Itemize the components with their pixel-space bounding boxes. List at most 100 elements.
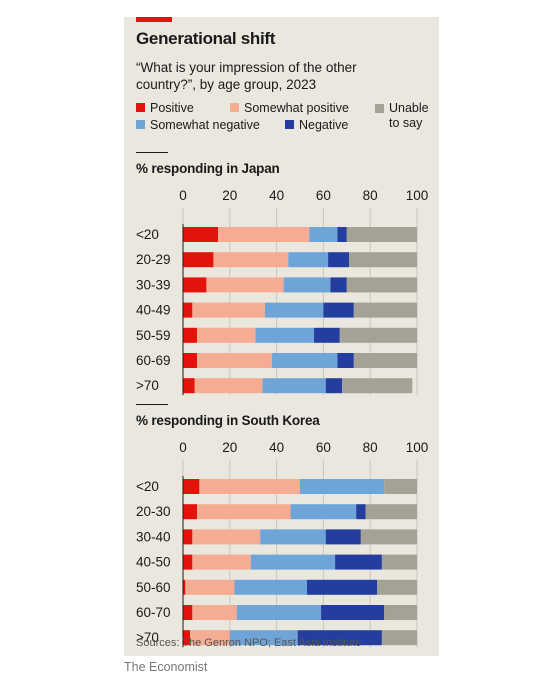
chart-south-korea: 0 20 40 60 80 100 <20 20-30 30-40 40-50 50-60 60-70…: [136, 440, 429, 648]
legend-label: Negative: [299, 118, 349, 132]
bar-segment: [290, 504, 357, 520]
chart-japan: 0 20 40 60 80 100 <20 20-29 30-39 40-49 50-59 60-69…: [136, 188, 429, 396]
bar-segment: [337, 353, 354, 368]
legend-swatch-positive: [136, 103, 145, 112]
brand-red-tag: [136, 17, 172, 22]
legend-swatch-somewhat-positive: [230, 103, 239, 112]
brand-credit: The Economist: [124, 660, 208, 674]
x-tick-label: 20: [222, 188, 237, 203]
bar-segment: [183, 252, 214, 268]
y-category-label: 60-69: [136, 353, 171, 368]
bar-segment: [218, 227, 310, 242]
source-note: Sources: The Genron NPO; East Asia Insti…: [136, 637, 362, 649]
legend-label: Positive: [150, 101, 194, 115]
bar-segment: [264, 302, 324, 318]
x-tick-label: 40: [269, 440, 284, 455]
bar-segment: [377, 579, 417, 595]
y-category-label: >70: [136, 378, 159, 393]
legend-swatch-somewhat-negative: [136, 120, 145, 129]
bar-segment: [307, 579, 378, 595]
bar-segment: [325, 378, 343, 394]
bar-segment: [309, 227, 338, 242]
bar-segment: [330, 277, 347, 293]
chart-card: Generational shift “What is your impress…: [124, 17, 439, 656]
bar-segment: [206, 277, 284, 293]
bar-segment: [183, 554, 193, 570]
panel-title-south-korea: % responding in South Korea: [136, 413, 320, 428]
y-category-label: <20: [136, 479, 159, 494]
bar-segment: [353, 302, 417, 318]
y-category-label: 50-60: [136, 580, 171, 595]
bar-segment: [337, 227, 347, 242]
bar-segment: [255, 327, 315, 343]
bar-segment: [346, 277, 417, 293]
bar-segment: [183, 579, 186, 595]
y-category-label: 30-39: [136, 277, 171, 292]
bar-segment: [183, 227, 219, 242]
bar-segment: [229, 630, 298, 646]
chart-subtitle: “What is your impression of the other co…: [136, 60, 357, 92]
bar-segment: [183, 327, 198, 343]
legend-item-negative: Negative: [285, 118, 348, 133]
bar-segment: [185, 579, 235, 595]
legend-label: Somewhat positive: [244, 101, 349, 115]
panel-title-japan: % responding in Japan: [136, 161, 280, 176]
legend-label: Somewhat negative: [150, 118, 260, 132]
bar-segment: [349, 252, 417, 268]
bar-segment: [234, 579, 308, 595]
bar-segment: [297, 630, 382, 646]
legend-item-somewhat-positive: Somewhat positive: [230, 101, 349, 116]
panel-rule-japan: [136, 152, 168, 153]
bar-segment: [183, 504, 198, 520]
y-category-label: 30-40: [136, 529, 171, 544]
legend-label: Unable to say: [389, 101, 429, 130]
y-category-label: 20-30: [136, 504, 171, 519]
x-tick-label: 100: [406, 188, 429, 203]
bar-segment: [346, 227, 417, 242]
bar-segment: [381, 630, 417, 646]
x-tick-label: 0: [179, 440, 187, 455]
y-category-label: 20-29: [136, 252, 171, 267]
bar-segment: [283, 277, 331, 293]
bar-segment: [365, 504, 417, 520]
bar-segment: [335, 554, 382, 570]
bar-segment: [197, 353, 272, 368]
legend-swatch-negative: [285, 120, 294, 129]
bar-segment: [192, 529, 261, 545]
bar-segment: [192, 554, 251, 570]
x-tick-label: 100: [406, 440, 429, 455]
bar-segment: [260, 529, 326, 545]
bar-segment: [183, 605, 193, 620]
bar-segment: [321, 605, 385, 620]
bar-segment: [197, 327, 256, 343]
bar-segment: [381, 554, 417, 570]
bar-segment: [236, 605, 322, 620]
panel-rule-south-korea: [136, 404, 168, 405]
bar-segment: [288, 252, 329, 268]
legend-swatch-unable-to-say: [375, 104, 384, 113]
bar-segment: [183, 529, 193, 545]
bar-segment: [314, 327, 340, 343]
bar-segment: [250, 554, 336, 570]
bar-segment: [183, 479, 200, 494]
bar-segment: [262, 378, 326, 394]
x-tick-label: 0: [179, 188, 187, 203]
bar-segment: [360, 529, 417, 545]
x-tick-label: 60: [316, 440, 331, 455]
bar-segment: [194, 378, 263, 394]
x-tick-label: 20: [222, 440, 237, 455]
y-category-label: <20: [136, 227, 159, 242]
x-tick-label: 80: [363, 188, 378, 203]
bar-segment: [213, 252, 289, 268]
y-category-label: 50-59: [136, 328, 171, 343]
bar-segment: [183, 630, 191, 646]
bar-segment: [300, 479, 385, 494]
bar-segment: [356, 504, 366, 520]
bar-segment: [339, 327, 417, 343]
bar-segment: [384, 605, 417, 620]
y-category-label: >70: [136, 630, 159, 645]
x-tick-label: 60: [316, 188, 331, 203]
bar-segment: [192, 302, 265, 318]
bar-segment: [328, 252, 350, 268]
bar-segment: [183, 353, 198, 368]
